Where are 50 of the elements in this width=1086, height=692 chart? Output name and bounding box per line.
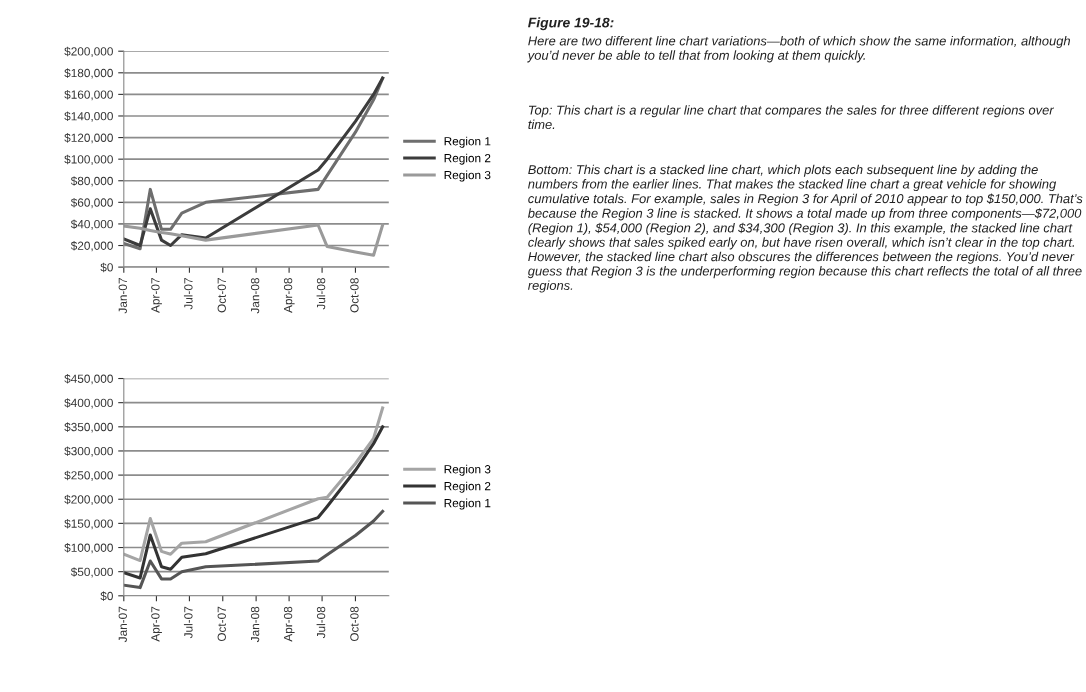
y-tick-label: $300,000 xyxy=(64,446,113,457)
x-tick-label: Oct-08 xyxy=(350,606,359,642)
y-tick-label: $50,000 xyxy=(70,567,113,578)
legend-label: Region 1 xyxy=(444,136,491,148)
legend-label: Region 2 xyxy=(444,153,491,165)
x-tick-label: Apr-08 xyxy=(283,606,295,642)
line-series xyxy=(123,509,385,590)
text: Figure 19-18: xyxy=(528,17,614,31)
y-tick-label: $100,000 xyxy=(64,154,113,165)
x-tick-label: Jul-08 xyxy=(316,606,326,639)
y-tick-label: $80,000 xyxy=(70,176,113,187)
y-tick-label: $200,000 xyxy=(64,494,113,506)
legend-label: Region 1 xyxy=(444,498,491,510)
y-tick-label: $0 xyxy=(100,591,113,601)
y-tick-label: $140,000 xyxy=(64,111,113,122)
y-tick-label: $400,000 xyxy=(64,398,113,409)
y-tick-label: $350,000 xyxy=(64,422,113,433)
y-tick-label: $60,000 xyxy=(70,197,113,209)
x-tick-label: Jan-08 xyxy=(250,606,260,643)
x-tick-label: Oct-07 xyxy=(217,278,226,313)
legend-label: Region 3 xyxy=(444,464,491,476)
x-tick-label: Jul-07 xyxy=(183,278,193,310)
y-tick-label: $250,000 xyxy=(64,470,113,481)
y-tick-label: $40,000 xyxy=(70,219,113,230)
x-tick-label: Jan-07 xyxy=(118,278,127,314)
x-tick-label: Oct-08 xyxy=(350,278,359,313)
y-tick-label: $180,000 xyxy=(64,68,113,79)
x-tick-label: Jan-07 xyxy=(118,606,127,643)
y-tick-label: $120,000 xyxy=(64,133,113,144)
x-tick-label: Jul-07 xyxy=(183,606,193,639)
text: Here are two different line chart variations—both of which show the same information, although you’d never be able to tell that from looking at them quickly. xyxy=(527,35,1070,63)
legend-label: Region 2 xyxy=(444,481,491,493)
legend-label: Region 3 xyxy=(444,170,491,182)
y-tick-label: $0 xyxy=(100,262,113,273)
x-tick-label: Apr-07 xyxy=(151,606,162,642)
x-tick-label: Jan-08 xyxy=(250,278,260,314)
y-tick-label: $200,000 xyxy=(64,46,113,57)
y-tick-label: $100,000 xyxy=(64,543,113,554)
y-tick-label: $160,000 xyxy=(64,89,113,101)
y-tick-label: $150,000 xyxy=(64,518,113,530)
x-tick-label: Apr-07 xyxy=(151,278,162,313)
x-tick-label: Jul-08 xyxy=(316,278,326,310)
y-tick-label: $450,000 xyxy=(64,374,113,385)
x-tick-label: Apr-08 xyxy=(283,278,295,313)
line-series xyxy=(123,406,385,563)
text: Bottom: This chart is a stacked line chart, which plots each subsequent line by adding the numbers from the earlier lines. That makes the stacked line chart a great vehicle for showing cumulative totals. For example, sales in Region 3 for April of 2010 appear to top $150,000. That’s because the Region 3 line is stacked. It shows a total made up from three components—$72,000 (Region 1), $54,000 (Region 2), and $34,300 (Region 3). In this example, the stacked line chart clearly shows that sales spiked early on, but have risen overall, which isn’t clear in the top chart. However, the stacked line chart also obscures the differences between the regions. You’d never guess that Region 3 is the underperforming region because this chart reflects the total of all three regions. xyxy=(527,164,1083,293)
x-tick-label: Oct-07 xyxy=(217,606,226,642)
text: Top: This chart is a regular line chart that compares the sales for three different regions over time. xyxy=(528,105,1055,130)
y-tick-label: $20,000 xyxy=(70,241,113,252)
line-series xyxy=(123,223,385,257)
